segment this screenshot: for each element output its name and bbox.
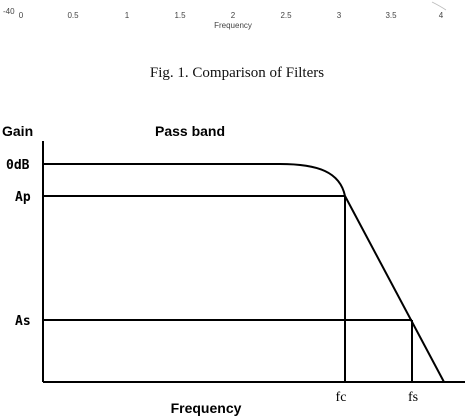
x-tick-label: 3 (337, 11, 342, 20)
y-tick-label: -40 (3, 7, 15, 16)
passband-response-curve (43, 163, 346, 197)
zero-db-label: 0dB (6, 158, 30, 173)
x-tick-label: 3.5 (385, 11, 397, 20)
frequency-axis-label: Frequency (171, 400, 242, 416)
x-tick-label: 2.5 (280, 11, 292, 20)
top-x-axis-label: Frequency (214, 21, 252, 30)
x-tick-label: 0.5 (67, 11, 79, 20)
x-tick-label: 1.5 (174, 11, 186, 20)
as-label: As (15, 314, 31, 329)
x-tick-label: 0 (19, 11, 24, 20)
x-tick-labels: 0 0.5 1 1.5 2 2.5 3 3.5 4 (19, 11, 444, 20)
x-tick-label: 1 (125, 11, 130, 20)
transition-slope (344, 195, 445, 383)
gain-axis-label: Gain (2, 123, 33, 139)
fc-label: fc (336, 390, 347, 405)
ap-label: Ap (15, 190, 31, 205)
figure-caption: Fig. 1. Comparison of Filters (150, 65, 324, 81)
curve-fragment (431, 1, 447, 11)
pass-band-label: Pass band (155, 123, 225, 139)
filter-diagram (42, 141, 465, 383)
x-tick-label: 4 (439, 11, 444, 20)
fs-label: fs (408, 390, 418, 405)
x-tick-label: 2 (231, 11, 236, 20)
top-chart-strip: -40 0 0.5 1 1.5 2 2.5 3 3.5 4 Frequency (3, 1, 447, 30)
